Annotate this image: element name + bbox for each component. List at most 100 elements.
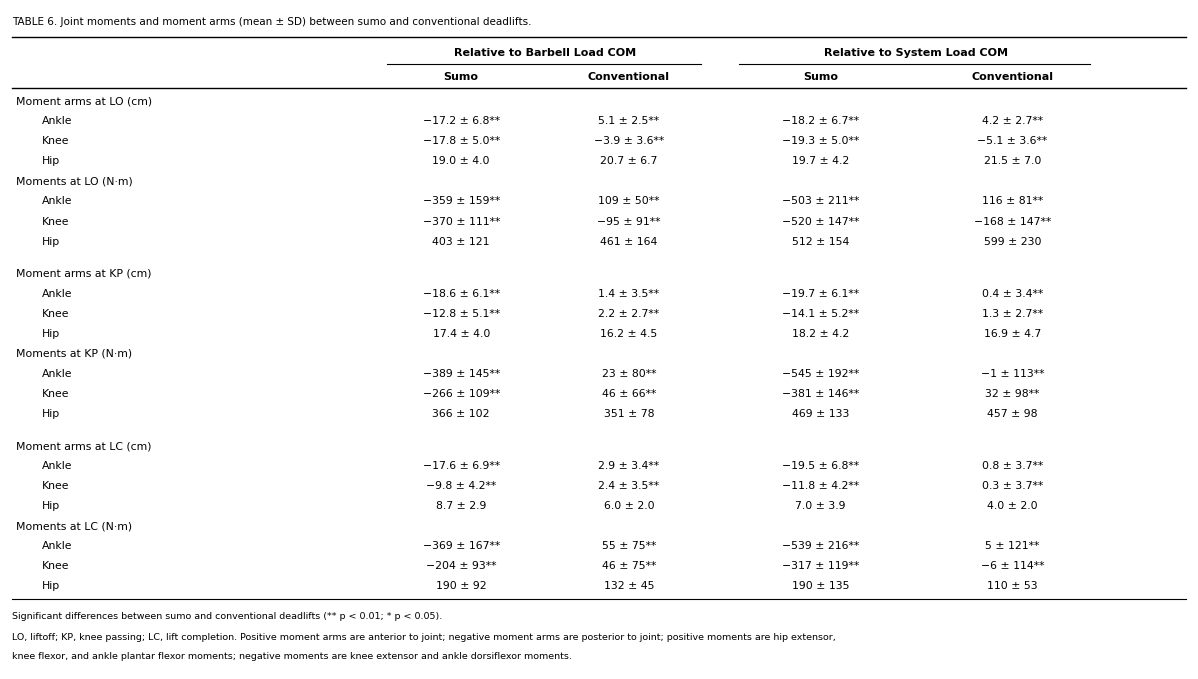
Text: −545 ± 192**: −545 ± 192**: [782, 369, 859, 379]
Text: 461 ± 164: 461 ± 164: [600, 236, 658, 246]
Text: 16.2 ± 4.5: 16.2 ± 4.5: [600, 329, 658, 339]
Text: −17.8 ± 5.0**: −17.8 ± 5.0**: [423, 136, 500, 147]
Text: 190 ± 135: 190 ± 135: [792, 581, 849, 591]
Text: Conventional: Conventional: [972, 72, 1053, 81]
Text: 403 ± 121: 403 ± 121: [432, 236, 490, 246]
Text: Hip: Hip: [42, 236, 60, 246]
Text: Significant differences between sumo and conventional deadlifts (** p < 0.01; * : Significant differences between sumo and…: [12, 612, 442, 621]
Text: Ankle: Ankle: [42, 541, 72, 551]
Text: knee flexor, and ankle plantar flexor moments; negative moments are knee extenso: knee flexor, and ankle plantar flexor mo…: [12, 652, 571, 661]
Text: 110 ± 53: 110 ± 53: [987, 581, 1037, 591]
Text: Hip: Hip: [42, 581, 60, 591]
Text: Hip: Hip: [42, 156, 60, 166]
Text: Moment arms at KP (cm): Moment arms at KP (cm): [16, 269, 151, 279]
Text: Knee: Knee: [42, 481, 69, 492]
Text: 4.2 ± 2.7**: 4.2 ± 2.7**: [981, 116, 1043, 126]
Text: 32 ± 98**: 32 ± 98**: [985, 389, 1040, 399]
Text: −266 ± 109**: −266 ± 109**: [423, 389, 500, 399]
Text: 190 ± 92: 190 ± 92: [436, 581, 486, 591]
Text: −14.1 ± 5.2**: −14.1 ± 5.2**: [782, 309, 859, 319]
Text: 116 ± 81**: 116 ± 81**: [981, 196, 1043, 206]
Text: 2.9 ± 3.4**: 2.9 ± 3.4**: [598, 461, 660, 471]
Text: −503 ± 211**: −503 ± 211**: [782, 196, 859, 206]
Text: Conventional: Conventional: [588, 72, 670, 81]
Text: Ankle: Ankle: [42, 116, 72, 126]
Text: 457 ± 98: 457 ± 98: [987, 409, 1037, 419]
Text: 18.2 ± 4.2: 18.2 ± 4.2: [792, 329, 849, 339]
Text: Hip: Hip: [42, 501, 60, 511]
Text: 55 ± 75**: 55 ± 75**: [601, 541, 657, 551]
Text: Moment arms at LO (cm): Moment arms at LO (cm): [16, 96, 152, 107]
Text: 512 ± 154: 512 ± 154: [792, 236, 849, 246]
Text: Relative to System Load COM: Relative to System Load COM: [824, 48, 1009, 58]
Text: 16.9 ± 4.7: 16.9 ± 4.7: [984, 329, 1041, 339]
Text: 109 ± 50**: 109 ± 50**: [598, 196, 660, 206]
Text: −19.7 ± 6.1**: −19.7 ± 6.1**: [782, 289, 859, 299]
Text: 46 ± 66**: 46 ± 66**: [601, 389, 657, 399]
Text: −19.5 ± 6.8**: −19.5 ± 6.8**: [782, 461, 859, 471]
Text: TABLE 6. Joint moments and moment arms (mean ± SD) between sumo and conventional: TABLE 6. Joint moments and moment arms (…: [12, 17, 532, 27]
Text: −317 ± 119**: −317 ± 119**: [782, 562, 859, 572]
Text: Knee: Knee: [42, 389, 69, 399]
Text: −19.3 ± 5.0**: −19.3 ± 5.0**: [782, 136, 859, 147]
Text: −11.8 ± 4.2**: −11.8 ± 4.2**: [782, 481, 859, 492]
Text: 20.7 ± 6.7: 20.7 ± 6.7: [600, 156, 658, 166]
Text: Moments at LO (N·m): Moments at LO (N·m): [16, 177, 132, 187]
Text: 2.4 ± 3.5**: 2.4 ± 3.5**: [598, 481, 660, 492]
Text: 0.8 ± 3.7**: 0.8 ± 3.7**: [981, 461, 1043, 471]
Text: 21.5 ± 7.0: 21.5 ± 7.0: [984, 156, 1041, 166]
Text: −381 ± 146**: −381 ± 146**: [782, 389, 859, 399]
Text: −168 ± 147**: −168 ± 147**: [974, 217, 1051, 227]
Text: −6 ± 114**: −6 ± 114**: [980, 562, 1045, 572]
Text: −370 ± 111**: −370 ± 111**: [423, 217, 500, 227]
Text: Moment arms at LC (cm): Moment arms at LC (cm): [16, 441, 151, 452]
Text: Relative to Barbell Load COM: Relative to Barbell Load COM: [454, 48, 636, 58]
Text: Moments at LC (N·m): Moments at LC (N·m): [16, 521, 132, 532]
Text: 132 ± 45: 132 ± 45: [604, 581, 654, 591]
Text: −17.2 ± 6.8**: −17.2 ± 6.8**: [423, 116, 500, 126]
Text: Ankle: Ankle: [42, 196, 72, 206]
Text: 19.0 ± 4.0: 19.0 ± 4.0: [432, 156, 490, 166]
Text: 1.3 ± 2.7**: 1.3 ± 2.7**: [981, 309, 1043, 319]
Text: −359 ± 159**: −359 ± 159**: [423, 196, 500, 206]
Text: LO, liftoff; KP, knee passing; LC, lift completion. Positive moment arms are ant: LO, liftoff; KP, knee passing; LC, lift …: [12, 633, 836, 642]
Text: −95 ± 91**: −95 ± 91**: [597, 217, 661, 227]
Text: Ankle: Ankle: [42, 461, 72, 471]
Text: −9.8 ± 4.2**: −9.8 ± 4.2**: [426, 481, 496, 492]
Text: −539 ± 216**: −539 ± 216**: [782, 541, 859, 551]
Text: 0.4 ± 3.4**: 0.4 ± 3.4**: [981, 289, 1043, 299]
Text: 5 ± 121**: 5 ± 121**: [985, 541, 1040, 551]
Text: 599 ± 230: 599 ± 230: [984, 236, 1041, 246]
Text: 46 ± 75**: 46 ± 75**: [601, 562, 657, 572]
Text: −18.2 ± 6.7**: −18.2 ± 6.7**: [782, 116, 859, 126]
Text: −204 ± 93**: −204 ± 93**: [426, 562, 496, 572]
Text: 351 ± 78: 351 ± 78: [604, 409, 654, 419]
Text: 0.3 ± 3.7**: 0.3 ± 3.7**: [981, 481, 1043, 492]
Text: 4.0 ± 2.0: 4.0 ± 2.0: [987, 501, 1037, 511]
Text: −369 ± 167**: −369 ± 167**: [423, 541, 500, 551]
Text: 1.4 ± 3.5**: 1.4 ± 3.5**: [598, 289, 660, 299]
Text: 5.1 ± 2.5**: 5.1 ± 2.5**: [598, 116, 660, 126]
Text: Knee: Knee: [42, 309, 69, 319]
Text: −389 ± 145**: −389 ± 145**: [423, 369, 500, 379]
Text: 2.2 ± 2.7**: 2.2 ± 2.7**: [598, 309, 660, 319]
Text: −5.1 ± 3.6**: −5.1 ± 3.6**: [978, 136, 1047, 147]
Text: −17.6 ± 6.9**: −17.6 ± 6.9**: [423, 461, 500, 471]
Text: 17.4 ± 4.0: 17.4 ± 4.0: [432, 329, 490, 339]
Text: 8.7 ± 2.9: 8.7 ± 2.9: [436, 501, 486, 511]
Text: Hip: Hip: [42, 409, 60, 419]
Text: −520 ± 147**: −520 ± 147**: [782, 217, 859, 227]
Text: 469 ± 133: 469 ± 133: [792, 409, 849, 419]
Text: −3.9 ± 3.6**: −3.9 ± 3.6**: [594, 136, 664, 147]
Text: Hip: Hip: [42, 329, 60, 339]
Text: 6.0 ± 2.0: 6.0 ± 2.0: [604, 501, 654, 511]
Text: −12.8 ± 5.1**: −12.8 ± 5.1**: [423, 309, 500, 319]
Text: Ankle: Ankle: [42, 369, 72, 379]
Text: 366 ± 102: 366 ± 102: [432, 409, 490, 419]
Text: Knee: Knee: [42, 562, 69, 572]
Text: 23 ± 80**: 23 ± 80**: [601, 369, 657, 379]
Text: Knee: Knee: [42, 136, 69, 147]
Text: Moments at KP (N·m): Moments at KP (N·m): [16, 349, 132, 359]
Text: Sumo: Sumo: [803, 72, 839, 81]
Text: Ankle: Ankle: [42, 289, 72, 299]
